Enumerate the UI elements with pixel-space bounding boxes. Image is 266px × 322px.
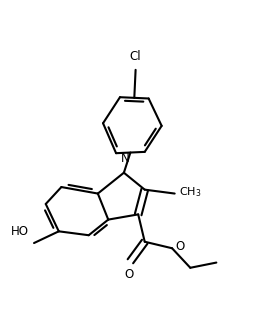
Text: Cl: Cl	[130, 50, 142, 63]
Text: O: O	[124, 268, 134, 281]
Text: O: O	[175, 240, 184, 253]
Text: HO: HO	[11, 225, 29, 238]
Text: CH$_3$: CH$_3$	[178, 185, 201, 199]
Text: N: N	[121, 152, 130, 166]
